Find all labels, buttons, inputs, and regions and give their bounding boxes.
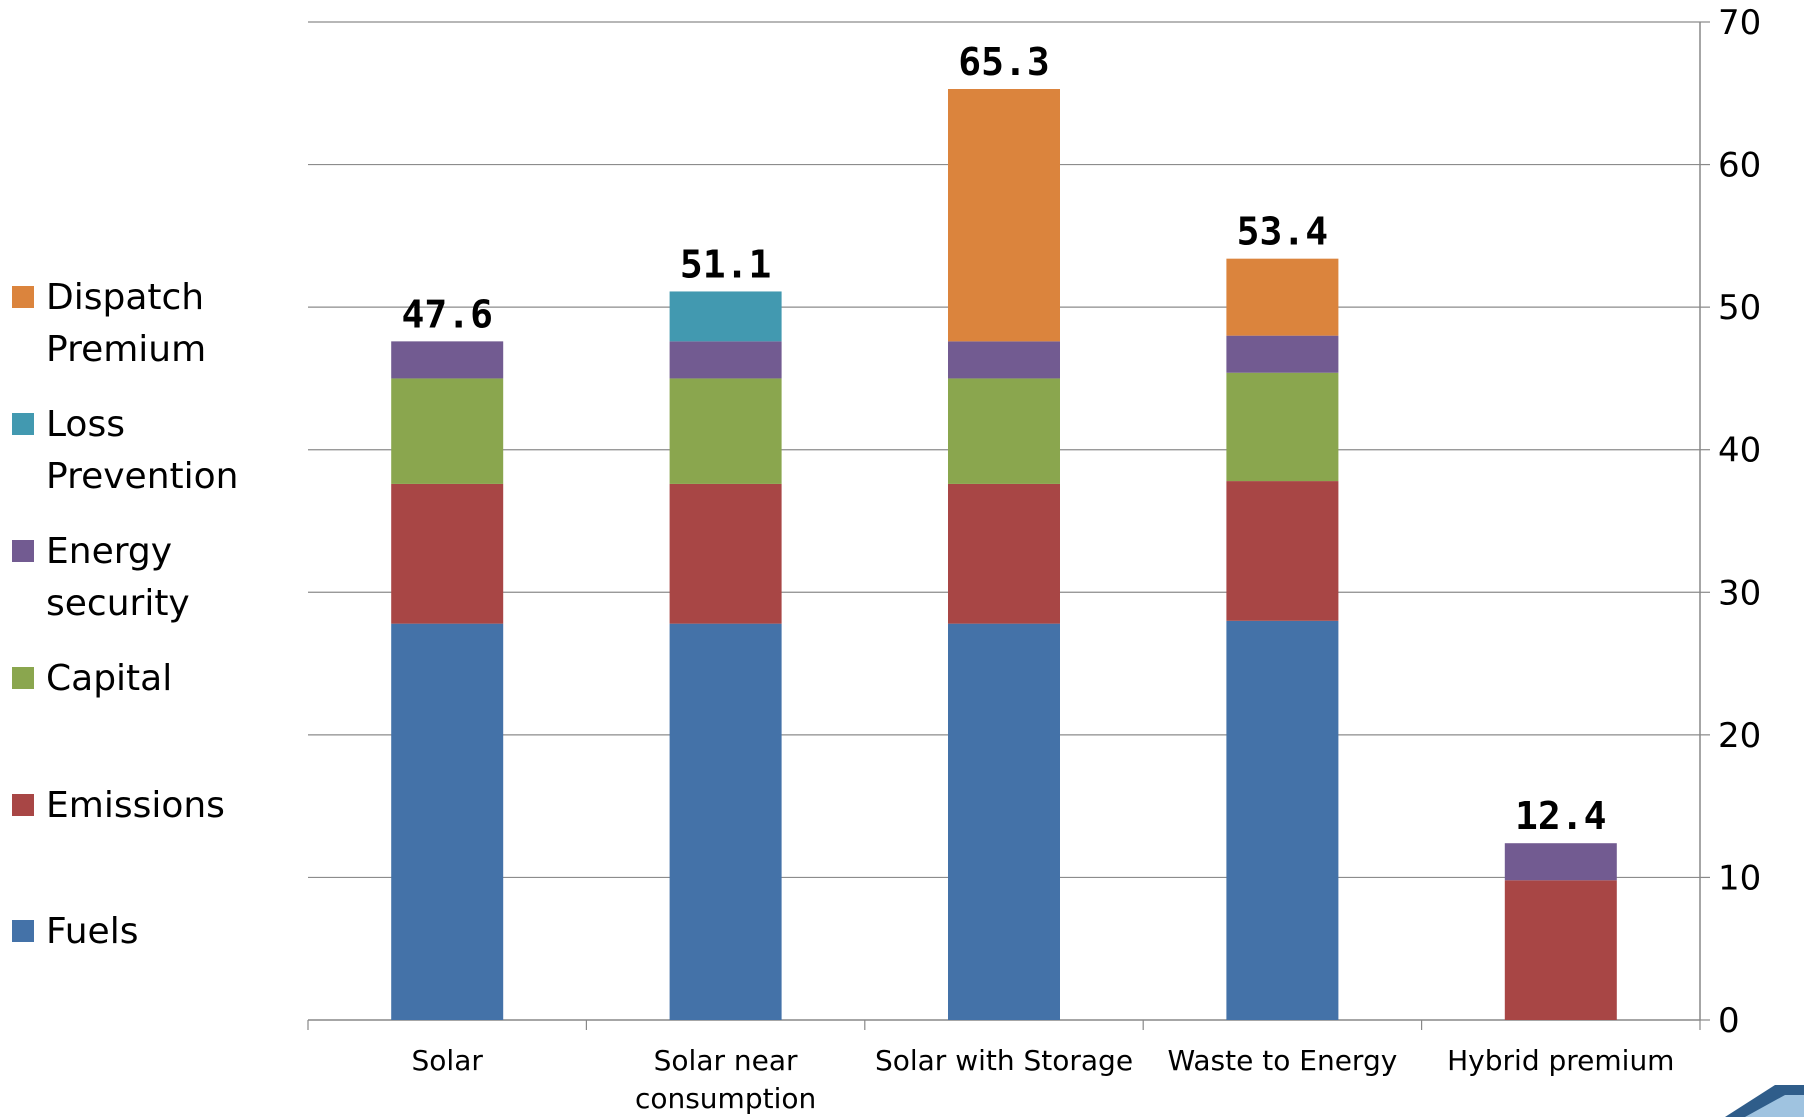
legend-item-emissions: Emissions — [12, 780, 286, 832]
legend-swatch — [12, 920, 34, 942]
x-tick-label-line: Hybrid premium — [1447, 1044, 1674, 1077]
bar-4-emissions — [1226, 481, 1339, 621]
legend-item-loss-prevention: Loss Prevention — [12, 399, 286, 503]
bar-4-fuels — [1226, 620, 1339, 1020]
legend-item-capital: Capital — [12, 653, 286, 705]
total-label-3: 65.3 — [958, 40, 1050, 84]
bar-4-energy-security — [1226, 335, 1339, 373]
legend-label: Energy security — [46, 531, 190, 624]
bar-1-capital — [391, 378, 504, 484]
bar-2-loss-prevention — [669, 291, 782, 342]
bar-1-fuels — [391, 623, 504, 1020]
bar-3-capital — [948, 378, 1060, 484]
bar-2-capital — [669, 378, 782, 484]
x-tick-label-line: Solar — [412, 1044, 484, 1077]
legend-swatch — [12, 540, 34, 562]
legend-label: Loss Prevention — [46, 404, 239, 497]
legend-label: Dispatch Premium — [46, 277, 207, 370]
x-tick-label-line: Solar near — [654, 1044, 798, 1077]
legend-swatch — [12, 667, 34, 689]
y-tick-label-30: 30 — [1718, 573, 1761, 613]
y-tick-label-70: 70 — [1718, 3, 1761, 43]
x-tick-label-1: Solar — [412, 1044, 484, 1077]
legend-swatch — [12, 286, 34, 308]
bar-1-emissions — [391, 483, 504, 624]
legend-item-dispatch-premium: Dispatch Premium — [12, 272, 286, 376]
bar-2-energy-security — [669, 341, 782, 379]
y-tick-label-60: 60 — [1718, 146, 1761, 186]
bar-5-energy-security — [1504, 843, 1617, 881]
total-label-5: 12.4 — [1515, 794, 1607, 838]
y-tick-label-40: 40 — [1718, 431, 1761, 471]
bar-2-emissions — [669, 483, 782, 624]
total-label-2: 51.1 — [680, 242, 772, 286]
legend-item-energy-security: Energy security — [12, 526, 286, 630]
corner-logo-accent-icon — [1745, 1095, 1804, 1117]
bar-3-energy-security — [948, 341, 1060, 379]
x-tick-label-line: consumption — [635, 1082, 816, 1115]
legend-label: Emissions — [46, 785, 225, 826]
bar-2-fuels — [669, 623, 782, 1020]
y-tick-label-50: 50 — [1718, 288, 1761, 328]
bar-3-fuels — [948, 623, 1060, 1020]
x-tick-label-line: Waste to Energy — [1168, 1044, 1398, 1077]
x-tick-label-5: Hybrid premium — [1447, 1044, 1674, 1077]
y-tick-label-0: 0 — [1718, 1001, 1740, 1041]
legend-swatch — [12, 794, 34, 816]
total-label-1: 47.6 — [401, 292, 493, 336]
bar-5-emissions — [1504, 880, 1617, 1020]
bar-4-capital — [1226, 372, 1339, 482]
x-tick-label-3: Solar with Storage — [875, 1044, 1133, 1077]
x-tick-label-4: Waste to Energy — [1168, 1044, 1398, 1077]
legend-label: Fuels — [46, 911, 139, 952]
bar-3-dispatch-premium — [948, 89, 1060, 342]
y-tick-label-10: 10 — [1718, 858, 1761, 898]
bar-1-energy-security — [391, 341, 504, 379]
legend-item-fuels: Fuels — [12, 906, 286, 958]
bar-3-emissions — [948, 483, 1060, 624]
bar-4-dispatch-premium — [1226, 258, 1339, 336]
x-tick-label-2: Solar near consumption — [635, 1044, 816, 1115]
x-tick-label-line: Solar with Storage — [875, 1044, 1133, 1077]
legend-swatch — [12, 413, 34, 435]
total-label-4: 53.4 — [1237, 210, 1329, 254]
y-tick-label-20: 20 — [1718, 716, 1761, 756]
legend-label: Capital — [46, 658, 173, 699]
